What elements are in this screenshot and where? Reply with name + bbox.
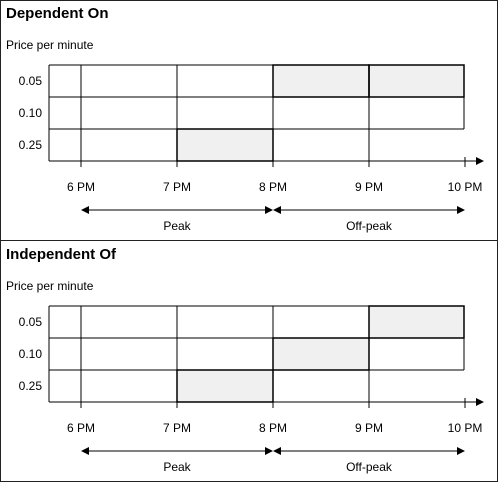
price-axis-caption: Price per minute	[6, 38, 94, 52]
panel-divider	[0, 240, 498, 241]
time-label: 9 PM	[355, 180, 383, 194]
time-label: 10 PM	[448, 180, 483, 194]
selected-cell	[369, 306, 464, 338]
price-level-label: 0.05	[19, 315, 43, 329]
selected-cell	[273, 65, 369, 97]
selected-cell-border	[272, 337, 370, 371]
selected-cell-border	[368, 305, 465, 339]
period-label: Off-peak	[346, 219, 393, 233]
time-label: 9 PM	[355, 421, 383, 435]
selected-cell-border	[176, 369, 274, 403]
price-axis-caption: Price per minute	[6, 279, 94, 293]
selected-cell	[273, 338, 369, 370]
price-level-label: 0.25	[19, 138, 43, 152]
price-level-label: 0.25	[19, 379, 43, 393]
time-label: 6 PM	[67, 421, 95, 435]
period-label: Peak	[163, 460, 191, 474]
selected-cell	[369, 65, 464, 97]
selected-cell	[177, 129, 273, 161]
price-level-label: 0.05	[19, 74, 43, 88]
price-time-grid: 0.05 0.10 0.25 6 PM 7 PM 8 PM 9 PM 10 PM Peak Off…	[19, 64, 484, 233]
price-level-label: 0.10	[19, 106, 43, 120]
time-label: 8 PM	[259, 421, 287, 435]
time-label: 7 PM	[163, 421, 191, 435]
selected-cell-border	[176, 128, 274, 162]
time-label: 7 PM	[163, 180, 191, 194]
panel-title: Dependent On	[6, 5, 109, 22]
time-label: 6 PM	[67, 180, 95, 194]
period-label: Peak	[163, 219, 191, 233]
time-label: 8 PM	[259, 180, 287, 194]
time-label: 10 PM	[448, 421, 483, 435]
selected-cell	[177, 370, 273, 402]
price-level-label: 0.10	[19, 347, 43, 361]
price-time-grid: 0.05 0.10 0.25 6 PM 7 PM 8 PM 9 PM 10 PM Peak Off…	[19, 305, 484, 474]
independent-of-panel: Independent Of Price per minute 0.05 0.10…	[0, 241, 498, 482]
dependent-on-panel: Dependent On Price per minute 0.05 0.10 0.…	[6, 5, 484, 233]
period-label: Off-peak	[346, 460, 393, 474]
selected-cell-border	[368, 64, 465, 98]
panel-title: Independent Of	[6, 246, 116, 263]
